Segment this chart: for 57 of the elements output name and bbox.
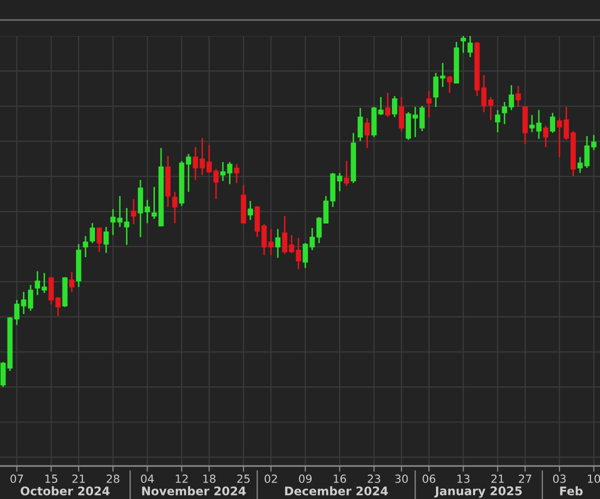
candlestick bbox=[90, 222, 96, 244]
candlestick bbox=[385, 92, 390, 118]
x-tick-label: 04 bbox=[141, 474, 154, 483]
candlestick bbox=[172, 191, 178, 224]
x-tick-label: 09 bbox=[298, 474, 312, 483]
candlestick bbox=[460, 36, 466, 54]
candlestick bbox=[529, 114, 535, 133]
x-tick-label: 27 bbox=[518, 474, 532, 483]
candlestick bbox=[508, 84, 514, 111]
candlestick bbox=[0, 361, 6, 388]
candlestick bbox=[398, 96, 404, 132]
candlestick bbox=[364, 117, 370, 149]
candlestick bbox=[378, 96, 384, 116]
x-tick-label: 03 bbox=[553, 474, 566, 483]
text: December 2024 bbox=[285, 486, 388, 496]
x-tick-label: 02 bbox=[264, 474, 277, 483]
x-tick-label: 25 bbox=[237, 474, 250, 483]
x-tick-label: 10 bbox=[588, 474, 600, 483]
x-tick-label: 06 bbox=[422, 474, 436, 483]
text: October 2024 bbox=[20, 486, 110, 496]
candlestick bbox=[234, 163, 240, 184]
x-tick-label: 16 bbox=[334, 474, 346, 483]
x-tick-label: 13 bbox=[457, 474, 470, 483]
candlestick bbox=[344, 160, 350, 187]
text: November 2024 bbox=[142, 486, 246, 496]
text: Feb bbox=[560, 486, 583, 496]
candlestick bbox=[69, 271, 74, 293]
candlestick bbox=[536, 109, 542, 140]
candlestick bbox=[495, 109, 500, 133]
x-tick-label: 07 bbox=[10, 474, 23, 483]
x-tick-label: 15 bbox=[45, 474, 58, 483]
candlestick bbox=[96, 227, 102, 253]
x-tick-label: 12 bbox=[176, 474, 188, 483]
x-tick-label: 23 bbox=[368, 474, 380, 483]
candlestick bbox=[104, 226, 109, 254]
x-tick-label: 21 bbox=[491, 474, 504, 483]
candlestick bbox=[426, 90, 432, 118]
candlestick bbox=[516, 85, 521, 108]
candlestick bbox=[577, 156, 583, 174]
candlestick bbox=[130, 198, 136, 225]
candlestick bbox=[275, 228, 280, 259]
candlestick bbox=[468, 36, 473, 58]
x-tick-label: 28 bbox=[106, 474, 120, 483]
text: January 2025 bbox=[434, 486, 522, 498]
candlestick bbox=[248, 200, 253, 221]
candlestick bbox=[543, 125, 548, 148]
candlestick bbox=[502, 101, 508, 125]
candlestick bbox=[446, 75, 452, 94]
candlestick bbox=[392, 95, 398, 118]
candlestick bbox=[296, 237, 302, 270]
x-tick-label: 18 bbox=[203, 474, 216, 483]
candlestick bbox=[358, 107, 363, 142]
candlestick bbox=[268, 228, 274, 256]
x-tick-label: 21 bbox=[72, 474, 85, 483]
candlestick bbox=[550, 112, 556, 134]
candlestick bbox=[82, 235, 88, 258]
x-tick-label: 30 bbox=[395, 474, 408, 483]
